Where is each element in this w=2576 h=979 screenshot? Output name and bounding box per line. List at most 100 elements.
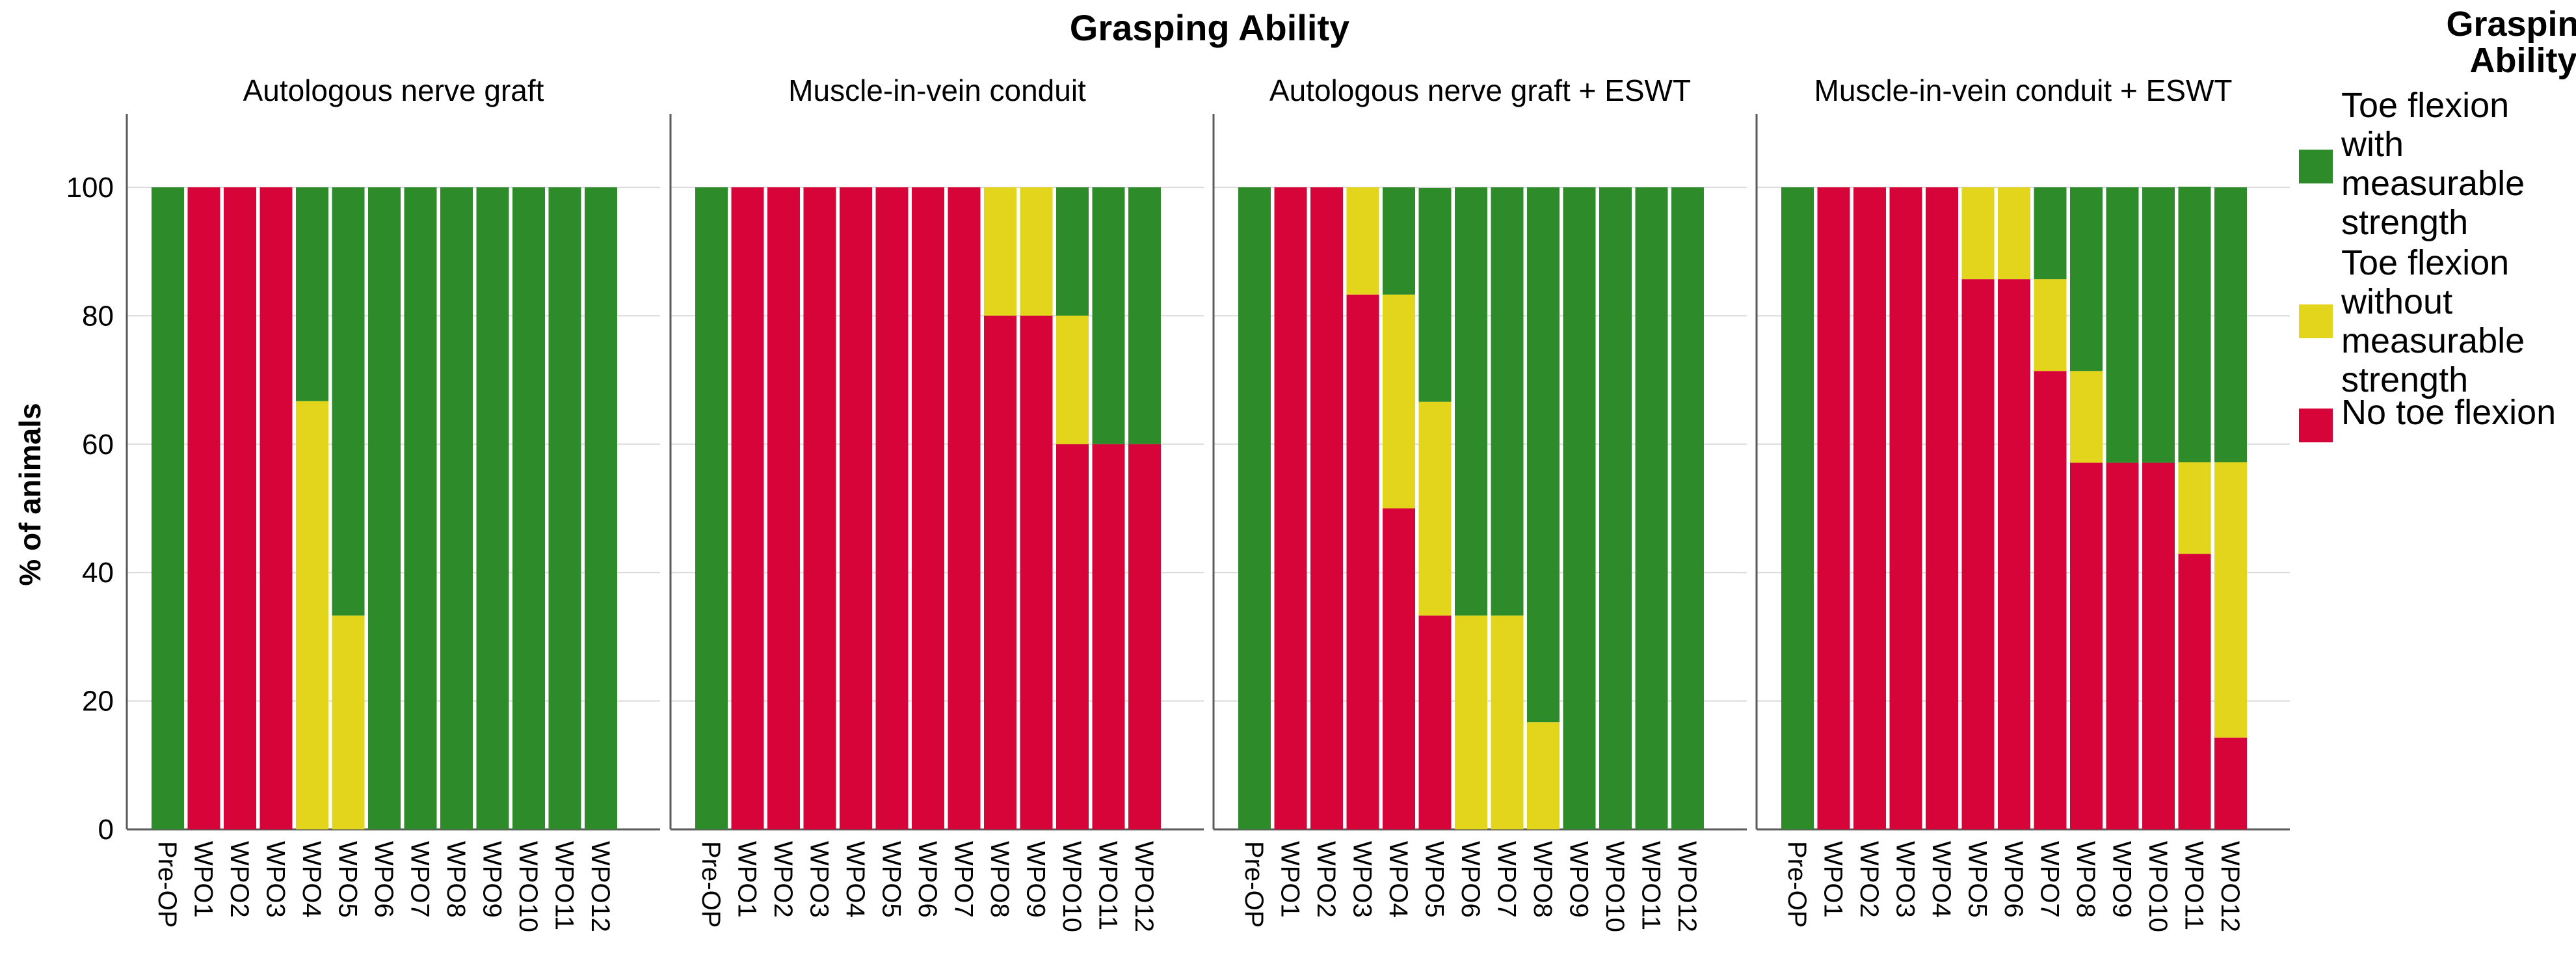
y-axis-label: % of animals — [13, 403, 47, 585]
bar-segment — [1092, 444, 1125, 829]
x-tick-label: Pre-OP — [1783, 841, 1811, 928]
x-tick-label: WPO8 — [442, 841, 470, 918]
bar-segment — [1310, 187, 1343, 829]
bar-segment — [912, 187, 944, 829]
x-tick-label: WPO2 — [769, 841, 797, 918]
bar-segment — [2214, 737, 2247, 829]
x-tick-label: WPO6 — [913, 841, 942, 918]
bar-segment — [1418, 187, 1452, 402]
bar-segment — [1346, 294, 1379, 830]
bar-segment — [695, 187, 728, 829]
bar-segment — [332, 615, 365, 829]
bar-segment — [1418, 401, 1452, 616]
x-tick-label: WPO2 — [1312, 841, 1340, 918]
x-tick-label: WPO1 — [1276, 841, 1305, 918]
legend: GraspingAbilityToe flexionwithmeasurable… — [2299, 5, 2576, 442]
bar-segment — [1635, 187, 1668, 829]
bar-segment — [187, 187, 220, 829]
bar-segment — [1961, 279, 1995, 829]
bar-segment — [1563, 187, 1596, 829]
x-tick-label: WPO5 — [877, 841, 906, 918]
legend-item-with: Toe flexion with measurable strength — [2299, 86, 2525, 242]
x-tick-label: WPO8 — [1528, 841, 1557, 918]
bar-segment — [984, 187, 1016, 316]
bar-segment — [1527, 722, 1560, 829]
legend-swatch — [2299, 304, 2333, 338]
y-tick-label: 100 — [66, 172, 114, 204]
x-tick-label: WPO12 — [2216, 841, 2244, 932]
bar-segment — [152, 187, 184, 829]
y-tick-label: 20 — [82, 686, 114, 717]
x-tick-label: WPO12 — [1673, 841, 1701, 932]
bar-segment — [2106, 187, 2139, 463]
x-tick-label: WPO11 — [1637, 841, 1666, 930]
x-tick-label: WPO3 — [1348, 841, 1377, 918]
x-tick-label: WPO10 — [1600, 841, 1629, 932]
x-tick-label: WPO6 — [1456, 841, 1485, 918]
bar-segment — [984, 315, 1016, 829]
bar-segment — [1926, 187, 1958, 829]
bar-segment — [2178, 462, 2211, 554]
bar-segment — [1092, 187, 1125, 444]
bar-segment — [1056, 444, 1089, 829]
bar-segment — [1671, 187, 1704, 829]
bar-segment — [1998, 279, 2030, 829]
bar-segment — [1383, 187, 1415, 295]
bar-segment — [1238, 187, 1271, 829]
bar-segment — [1418, 615, 1452, 829]
bar-segment — [2106, 463, 2139, 829]
bar-segment — [2070, 187, 2103, 371]
x-tick-label: WPO12 — [586, 841, 615, 932]
x-tick-label: WPO5 — [334, 841, 362, 918]
bar-segment — [1781, 187, 1814, 829]
bar-segment — [476, 187, 509, 829]
x-tick-label: Pre-OP — [697, 841, 725, 928]
bar-segment — [296, 401, 328, 829]
legend-swatch — [2299, 150, 2333, 183]
bar-segment — [404, 187, 437, 829]
chart-title: Grasping Ability — [1070, 7, 1349, 48]
legend-label: Toe flexion with measurable strength — [2341, 86, 2525, 242]
x-tick-label: WPO9 — [2108, 841, 2136, 918]
bar-segment — [1128, 187, 1161, 444]
bar-segment — [332, 187, 365, 616]
bar-segment — [2214, 462, 2247, 738]
bar-segment — [296, 187, 328, 401]
bar-segment — [2142, 187, 2175, 463]
legend-label: Toe flexion without measurable strength — [2341, 243, 2525, 399]
x-tick-label: WPO6 — [1999, 841, 2028, 918]
x-tick-label: WPO3 — [1891, 841, 1920, 918]
bar-segment — [2034, 187, 2067, 280]
y-tick-label: 60 — [82, 429, 114, 461]
x-tick-label: Pre-OP — [153, 841, 181, 928]
bar-segment — [1346, 187, 1379, 295]
bar-segment — [1056, 187, 1089, 316]
bar-segment — [259, 187, 293, 829]
bar-segment — [1853, 187, 1886, 829]
bar-segment — [2178, 187, 2211, 463]
x-tick-label: WPO7 — [1493, 841, 1521, 918]
x-tick-label: WPO4 — [841, 841, 870, 918]
bar-segment — [512, 187, 545, 829]
x-tick-label: WPO2 — [225, 841, 254, 918]
bar-segment — [1599, 187, 1632, 829]
panel-title: Muscle-in-vein conduit + ESWT — [1814, 74, 2233, 107]
bar-segment — [548, 187, 581, 829]
x-tick-label: WPO2 — [1855, 841, 1883, 918]
panel-title: Autologous nerve graft — [243, 74, 544, 107]
panel-title: Muscle-in-vein conduit — [788, 74, 1086, 107]
x-tick-label: WPO12 — [1130, 841, 1158, 932]
bar-segment — [803, 187, 836, 829]
x-tick-label: WPO7 — [949, 841, 978, 918]
x-tick-label: Pre-OP — [1240, 841, 1268, 928]
bar-segment — [2034, 279, 2067, 371]
bar-segment — [1491, 187, 1524, 616]
bar-segment — [948, 187, 981, 829]
bar-segment — [1817, 187, 1850, 829]
legend-item-without: Toe flexion without measurable strength — [2299, 243, 2525, 399]
x-tick-label: WPO10 — [2144, 841, 2172, 932]
